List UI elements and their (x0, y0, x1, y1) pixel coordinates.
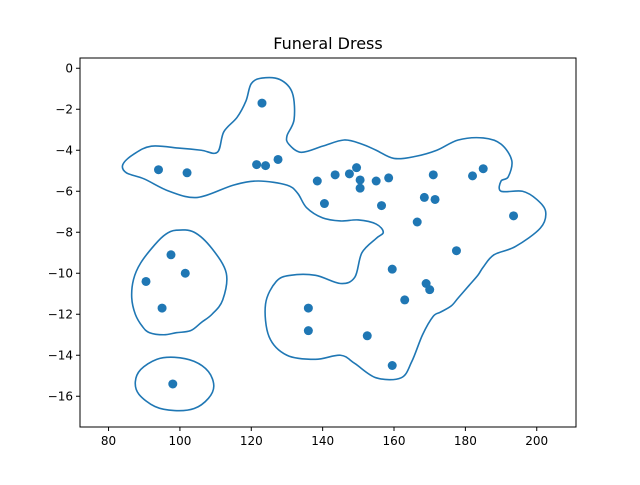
contour-lines (121, 76, 547, 412)
data-point (387, 264, 397, 274)
data-point (157, 303, 167, 313)
data-point (400, 295, 410, 305)
x-tick-label: 200 (525, 434, 548, 448)
data-point (355, 175, 365, 185)
data-point (166, 250, 176, 260)
x-tick-label: 140 (311, 434, 334, 448)
y-tick-label: 0 (65, 61, 73, 75)
y-tick-label: −6 (55, 184, 73, 198)
y-tick-label: −8 (55, 225, 73, 239)
data-point (180, 268, 190, 278)
data-point (468, 171, 478, 181)
data-point (168, 379, 178, 389)
data-point (425, 285, 435, 295)
contour-line-1 (121, 76, 547, 381)
data-point (141, 276, 151, 286)
data-point (330, 170, 340, 180)
data-point (430, 194, 440, 204)
data-point (273, 154, 283, 164)
x-axis-ticks: 80 100 120 140 160 180 200 (101, 427, 548, 448)
data-point (377, 201, 387, 211)
data-point (412, 217, 422, 227)
contour-line-2 (130, 229, 228, 336)
data-point (428, 170, 438, 180)
data-point (261, 161, 271, 171)
data-point (312, 176, 322, 186)
data-point (371, 176, 381, 186)
data-point (419, 192, 429, 202)
data-point (478, 164, 488, 174)
contour-line-3 (134, 356, 215, 412)
y-axis-ticks: 0 −2 −4 −6 −8 −10 −12 −14 −16 (48, 61, 80, 403)
data-point (387, 361, 397, 370)
y-tick-label: −16 (48, 389, 73, 403)
chart-title: Funeral Dress (273, 34, 382, 53)
data-point (344, 169, 354, 179)
data-point (303, 326, 313, 336)
y-tick-label: −2 (55, 102, 73, 116)
data-point (319, 199, 329, 209)
data-point (257, 98, 267, 108)
y-tick-label: −10 (48, 266, 73, 280)
data-point (384, 173, 394, 183)
scatter-points (141, 98, 519, 389)
x-tick-label: 100 (168, 434, 191, 448)
x-tick-label: 120 (240, 434, 263, 448)
data-point (303, 303, 313, 313)
data-point (154, 165, 163, 175)
x-tick-label: 180 (454, 434, 477, 448)
data-point (252, 160, 262, 170)
x-tick-label: 80 (101, 434, 116, 448)
y-tick-label: −4 (55, 143, 73, 157)
y-tick-label: −12 (48, 307, 73, 321)
x-tick-label: 160 (383, 434, 406, 448)
data-point (451, 246, 461, 256)
data-point (355, 183, 365, 193)
data-point (352, 163, 362, 173)
plot-area-frame (79, 57, 577, 428)
y-tick-label: −14 (48, 348, 73, 362)
data-point (182, 168, 192, 178)
data-point (362, 331, 372, 341)
data-point (509, 211, 519, 221)
